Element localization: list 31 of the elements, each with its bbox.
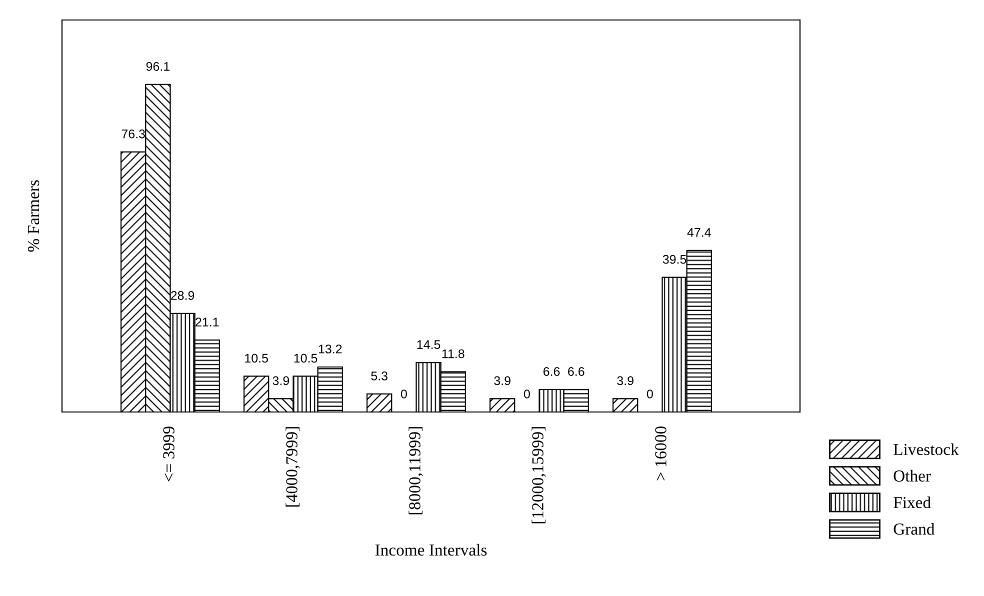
data-label: 14.5 [417, 340, 440, 349]
x-tick-label: [4000,7999] [286, 427, 300, 507]
data-label: 47.4 [687, 228, 711, 237]
data-label: 3.9 [272, 376, 290, 386]
data-label: 3.9 [494, 376, 510, 386]
legend-label: Other [894, 470, 931, 482]
data-label: 13.2 [318, 344, 342, 354]
x-axis-title: Income Intervals [375, 544, 487, 556]
data-label: 3.9 [617, 376, 634, 386]
data-label: 76.3 [122, 129, 145, 138]
data-label: 11.8 [442, 349, 464, 358]
data-label: 21.1 [196, 318, 219, 326]
x-tick-label: <= 3999 [163, 426, 174, 482]
data-label: 6.6 [568, 367, 584, 376]
data-label: 0 [400, 390, 407, 398]
data-label: 6.6 [543, 367, 560, 376]
data-label: 10.5 [294, 354, 318, 363]
legend-label: Grand [894, 523, 935, 535]
x-tick-label: > 16000 [655, 426, 666, 480]
data-label: 0 [524, 390, 530, 398]
x-tick-label: [12000,15999] [532, 427, 546, 524]
data-label: 10.5 [245, 354, 268, 363]
data-label: 39.5 [662, 254, 686, 264]
x-tick-label: [8000,11999] [408, 427, 423, 514]
data-label: 28.9 [171, 291, 194, 300]
legend-label: Livestock [894, 443, 959, 456]
data-label: 0 [646, 390, 653, 398]
y-axis-title: % Farmers [28, 180, 40, 252]
data-label: 96.1 [146, 62, 170, 71]
legend-label: Fixed [894, 496, 931, 508]
data-label: 5.3 [371, 372, 388, 380]
